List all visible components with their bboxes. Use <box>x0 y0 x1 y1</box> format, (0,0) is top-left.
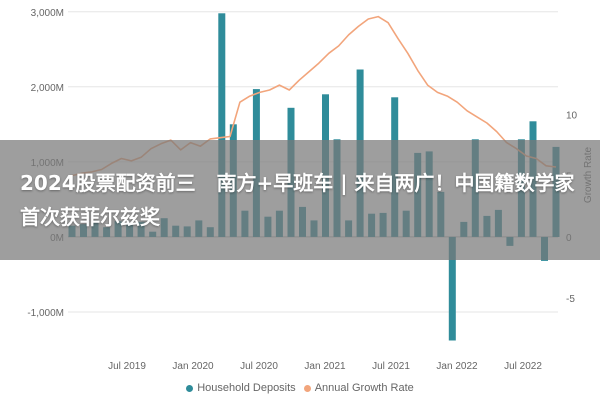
x-tick-label: Jul 2019 <box>108 361 146 372</box>
x-tick-label: Jan 2021 <box>304 361 346 372</box>
bar <box>448 236 456 341</box>
legend-dot-household-deposits <box>186 384 194 392</box>
y-right-tick-label: 10 <box>566 110 578 121</box>
legend-item-annual-growth-rate: Annual Growth Rate <box>303 382 414 394</box>
headline-title: 2024股票配资前三 南方+早班车 | 来自两广！中国籍数学家首次获菲尔兹奖 <box>20 171 575 229</box>
legend-label-annual-growth-rate: Annual Growth Rate <box>314 382 414 394</box>
y-left-tick-label: 2,000M <box>31 83 64 94</box>
x-tick-label: Jul 2020 <box>240 361 278 372</box>
legend-item-household-deposits: Household Deposits <box>186 382 296 394</box>
y-left-tick-label: -1,000M <box>27 308 64 319</box>
y-right-tick-label: -5 <box>566 294 575 305</box>
bar <box>218 13 226 237</box>
x-tick-label: Jan 2022 <box>436 361 478 372</box>
chart-legend: Household Deposits Annual Growth Rate <box>0 380 600 396</box>
x-tick-label: Jan 2020 <box>172 361 214 372</box>
legend-dot-annual-growth-rate <box>303 384 311 392</box>
headline-banner: 2024股票配资前三 南方+早班车 | 来自两广！中国籍数学家首次获菲尔兹奖 <box>0 140 600 260</box>
legend-label-household-deposits: Household Deposits <box>197 382 296 394</box>
x-tick-label: Jul 2021 <box>372 361 410 372</box>
x-tick-label: Jul 2022 <box>504 361 542 372</box>
y-left-tick-label: 3,000M <box>31 8 64 19</box>
